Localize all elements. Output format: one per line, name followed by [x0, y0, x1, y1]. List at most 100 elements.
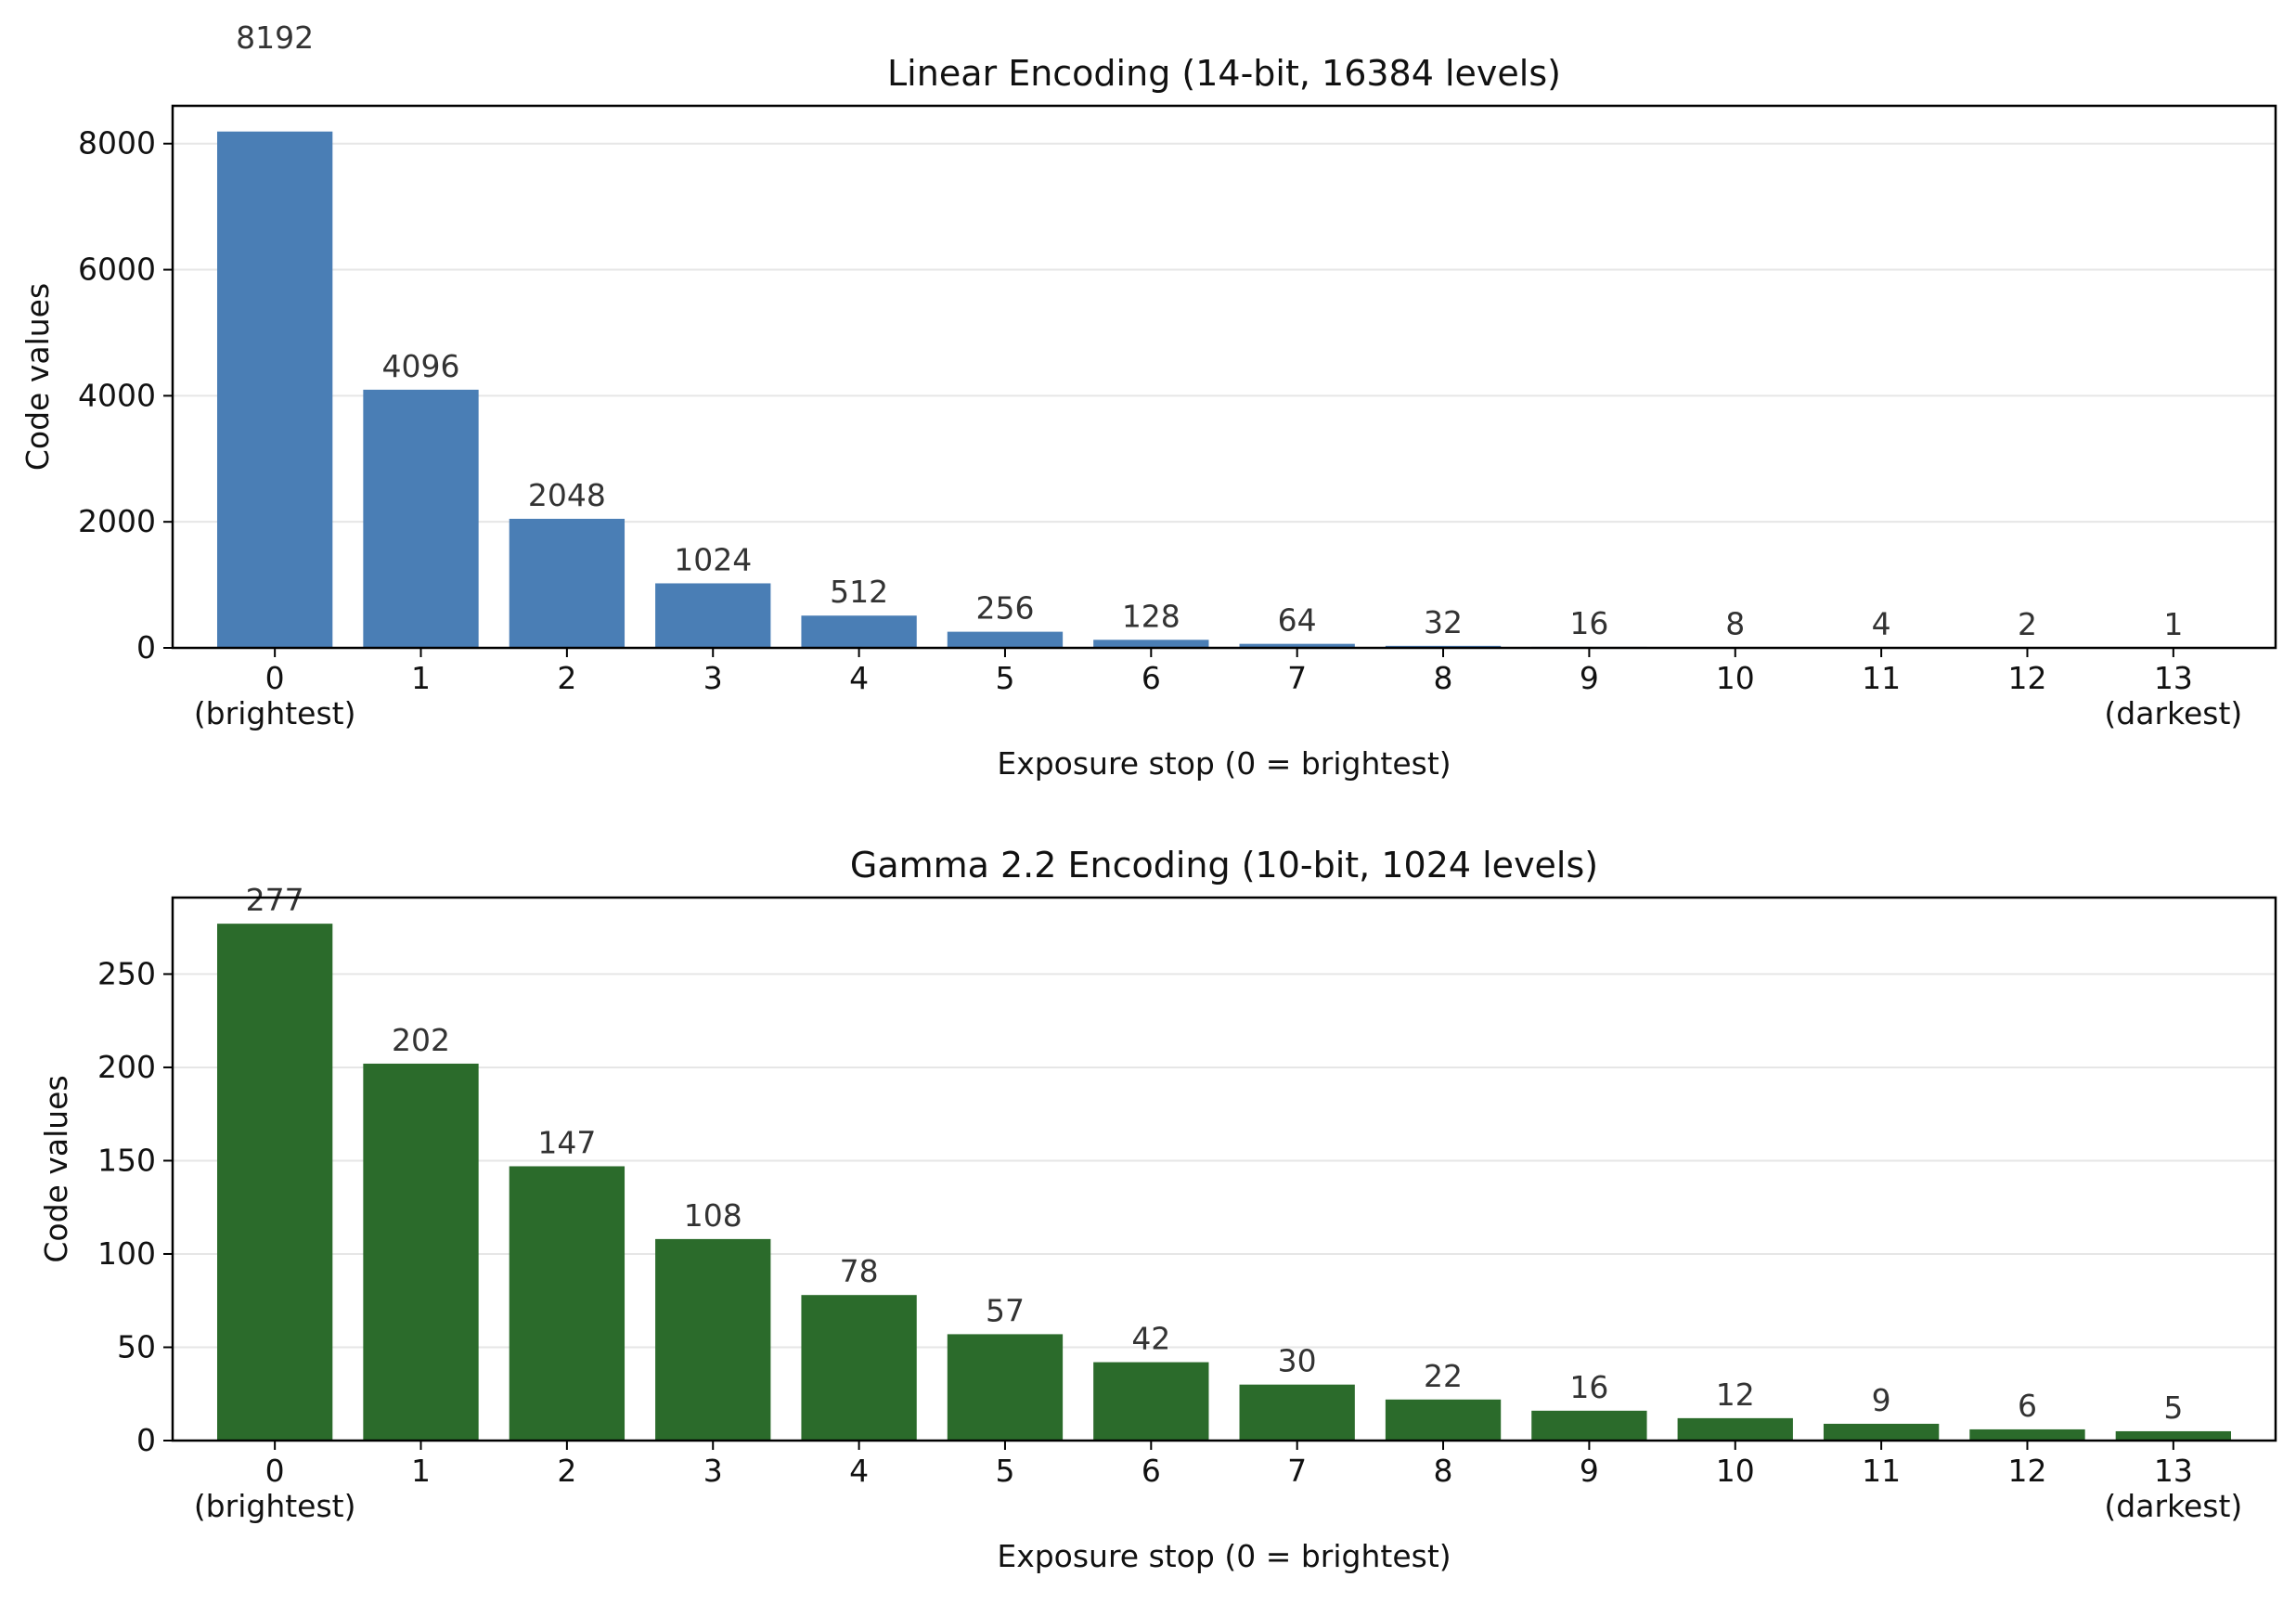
x-tick-label: 2: [557, 1453, 576, 1489]
x-tick-label: 7: [1287, 1453, 1307, 1489]
bar: [948, 632, 1063, 648]
y-tick-label: 2000: [78, 503, 156, 539]
data-label: 277: [246, 882, 304, 918]
y-tick-label: 0: [136, 1422, 156, 1458]
y-axis-label: Code values: [19, 283, 56, 471]
x-tick-label: 13: [2154, 660, 2193, 696]
bar: [1093, 640, 1208, 648]
y-axis-label: Code values: [38, 1075, 74, 1262]
x-tick-sublabel: (darkest): [2104, 1488, 2242, 1524]
x-tick-label: 5: [995, 1453, 1014, 1489]
x-tick-label: 12: [2007, 1453, 2046, 1489]
x-tick-label: 0: [265, 660, 285, 696]
x-tick-label: 11: [1862, 660, 1901, 696]
x-tick-label: 0: [265, 1453, 285, 1489]
x-tick-label: 1: [411, 1453, 431, 1489]
bar: [655, 1239, 770, 1441]
y-tick-label: 4000: [78, 377, 156, 413]
y-tick-label: 150: [97, 1142, 156, 1178]
bar: [363, 390, 478, 648]
x-tick-label: 5: [995, 660, 1014, 696]
bar: [217, 924, 332, 1441]
data-label: 1024: [674, 541, 752, 577]
data-label: 57: [986, 1292, 1025, 1328]
bar: [510, 1166, 625, 1441]
data-label: 8192: [236, 19, 314, 56]
x-axis-label: Exposure stop (0 = brightest): [997, 745, 1451, 782]
x-tick-label: 3: [703, 660, 723, 696]
x-tick-sublabel: (brightest): [194, 1488, 356, 1524]
data-label: 108: [684, 1197, 742, 1234]
bar: [801, 615, 916, 648]
chart-title: Linear Encoding (14-bit, 16384 levels): [887, 53, 1561, 94]
y-tick-label: 100: [97, 1235, 156, 1272]
x-tick-label: 13: [2154, 1453, 2193, 1489]
data-label: 1: [2163, 606, 2183, 642]
x-tick-label: 6: [1142, 660, 1161, 696]
data-label: 8: [1725, 605, 1745, 641]
bar: [510, 519, 625, 648]
data-label: 202: [392, 1022, 450, 1058]
data-label: 2048: [528, 477, 606, 513]
bar: [948, 1334, 1063, 1441]
data-label: 78: [840, 1253, 879, 1289]
x-tick-label: 8: [1434, 660, 1453, 696]
x-axis-label: Exposure stop (0 = brightest): [997, 1538, 1451, 1574]
data-label: 64: [1278, 602, 1317, 639]
x-tick-label: 3: [703, 1453, 723, 1489]
bar: [1386, 1400, 1501, 1441]
bar: [1824, 1424, 1939, 1441]
x-tick-label: 4: [849, 1453, 869, 1489]
x-tick-label: 10: [1716, 1453, 1755, 1489]
data-label: 16: [1569, 605, 1608, 641]
data-label: 42: [1131, 1321, 1170, 1357]
x-tick-label: 9: [1580, 1453, 1599, 1489]
x-tick-label: 2: [557, 660, 576, 696]
chart-title: Gamma 2.2 Encoding (10-bit, 1024 levels): [850, 845, 1598, 886]
x-tick-sublabel: (darkest): [2104, 695, 2242, 731]
y-tick-label: 250: [97, 955, 156, 991]
bar: [217, 132, 332, 648]
data-label: 9: [1872, 1382, 1891, 1418]
bar: [2116, 1431, 2231, 1441]
data-label: 4: [1872, 606, 1891, 642]
bar: [1678, 1418, 1793, 1441]
data-label: 6: [2018, 1388, 2037, 1424]
data-label: 2: [2018, 606, 2037, 642]
x-tick-label: 12: [2007, 660, 2046, 696]
x-tick-label: 1: [411, 660, 431, 696]
x-tick-label: 9: [1580, 660, 1599, 696]
x-tick-label: 7: [1287, 660, 1307, 696]
x-tick-label: 8: [1434, 1453, 1453, 1489]
y-tick-label: 50: [117, 1328, 156, 1364]
data-label: 12: [1716, 1377, 1755, 1413]
data-label: 5: [2163, 1390, 2183, 1426]
y-tick-label: 6000: [78, 252, 156, 288]
bar: [363, 1064, 478, 1441]
axes-frame: [173, 898, 2276, 1441]
data-label: 128: [1122, 598, 1180, 634]
data-label: 512: [830, 574, 888, 610]
bar: [801, 1295, 916, 1441]
data-label: 30: [1278, 1343, 1317, 1379]
bar: [1969, 1429, 2084, 1441]
x-tick-label: 10: [1716, 660, 1755, 696]
y-tick-label: 0: [136, 629, 156, 666]
x-tick-label: 11: [1862, 1453, 1901, 1489]
data-label: 32: [1424, 604, 1463, 640]
data-label: 22: [1424, 1358, 1463, 1394]
data-label: 256: [975, 590, 1034, 627]
y-tick-label: 200: [97, 1049, 156, 1085]
axes-frame: [173, 106, 2276, 648]
data-label: 16: [1569, 1369, 1608, 1405]
bar: [655, 583, 770, 648]
y-tick-label: 8000: [78, 125, 156, 162]
x-tick-sublabel: (brightest): [194, 695, 356, 731]
bar: [1531, 1411, 1646, 1441]
bar: [1093, 1363, 1208, 1441]
data-label: 4096: [382, 348, 460, 384]
x-tick-label: 4: [849, 660, 869, 696]
x-tick-label: 6: [1142, 1453, 1161, 1489]
